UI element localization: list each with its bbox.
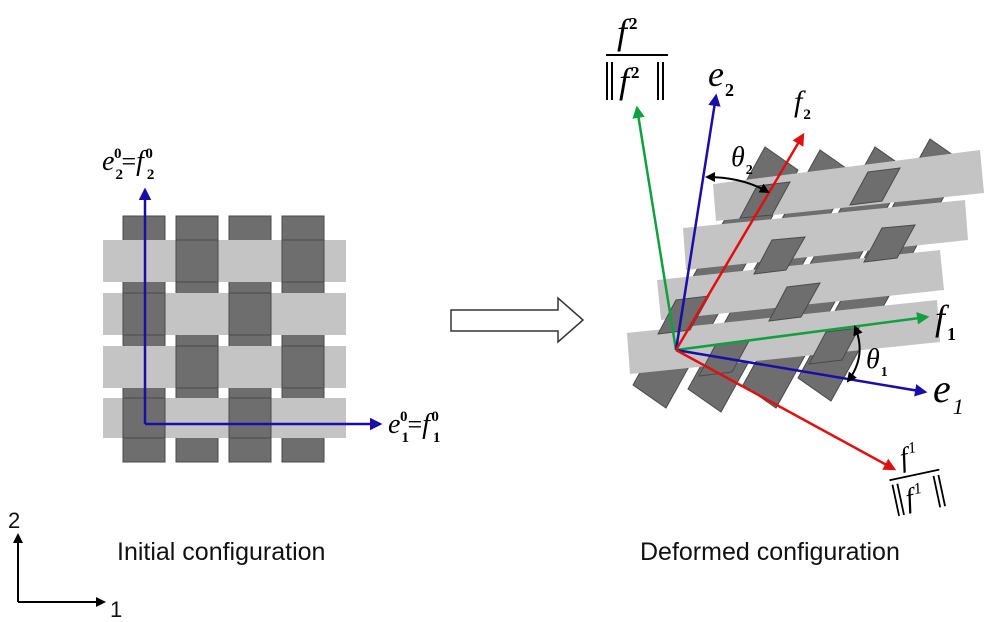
vector-f2-normalized	[632, 105, 678, 351]
vector-f2	[674, 132, 805, 351]
warp-over-crossing	[281, 239, 325, 283]
label-theta1: θ1	[866, 344, 888, 380]
vector-e2	[674, 93, 721, 351]
svg-text:f2: f2	[617, 12, 638, 52]
label-e1: e1	[933, 366, 964, 419]
initial-horizontal-label: e10=f 10	[388, 409, 440, 446]
warp-over-crossing	[768, 282, 821, 322]
axis-label-2: 2	[8, 508, 20, 533]
angle-arc-theta1	[846, 325, 863, 383]
deformed-weft-yarn	[713, 150, 984, 221]
svg-text:f1: f1	[897, 439, 921, 474]
warp-over-crossing	[228, 397, 272, 439]
deformed-weft-yarn	[683, 200, 968, 270]
vector-f1	[675, 312, 930, 352]
initial-fabric	[103, 215, 346, 463]
warp-over-crossing	[175, 239, 219, 283]
warp-over-crossing	[228, 292, 272, 336]
label-theta2: θ2	[731, 142, 753, 178]
label-e2: e2	[708, 54, 734, 100]
transition-arrow	[450, 296, 585, 344]
warp-over-crossing	[863, 224, 916, 263]
axes-indicator: 2 1	[8, 508, 122, 622]
warp-over-crossing	[753, 236, 806, 275]
label-f2: f2	[794, 85, 811, 123]
warp-over-crossing	[849, 167, 901, 206]
warp-over-crossing	[281, 345, 325, 389]
svg-text:f2: f2	[619, 61, 640, 101]
vector-e1	[675, 348, 928, 397]
caption-deformed: Deformed configuration	[640, 538, 900, 566]
svg-text:f1: f1	[902, 480, 926, 515]
label-f1-normalized: f1 f1	[889, 439, 946, 517]
warp-over-crossing	[175, 345, 219, 389]
angle-arc-theta2	[705, 172, 770, 193]
axis-label-1: 1	[110, 597, 122, 622]
initial-vertical-label: e20=f 20	[102, 146, 154, 183]
vector-f1-normalized	[675, 348, 897, 471]
caption-initial: Initial configuration	[117, 538, 325, 566]
